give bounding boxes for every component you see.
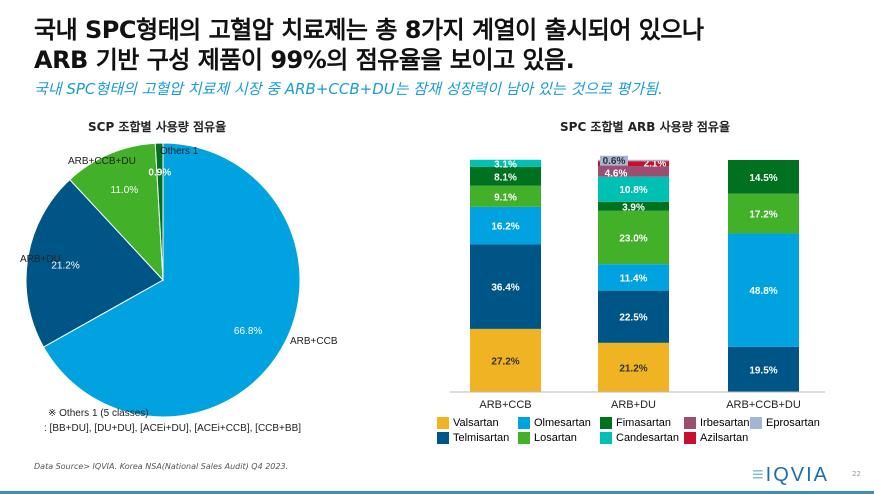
bar-segment-olmesartan [470, 206, 541, 245]
pie-slice-arb-ccb-du [69, 142, 164, 282]
legend-swatch [518, 417, 530, 429]
pie-value-label: 11.0% [111, 185, 139, 196]
bar-segment-irbesartan [598, 166, 669, 177]
pie-slice-arb-ccb [42, 142, 301, 418]
legend-label: Losartan [534, 432, 577, 444]
bar-value-label: 11.4% [620, 273, 648, 284]
pie-chart-title: SCP 조합별 사용량 점유율 [88, 120, 227, 134]
legend-item-fimasartan: Fimasartan [600, 417, 671, 429]
legend-swatch [600, 417, 612, 429]
legend-item-valsartan: Valsartan [437, 417, 499, 429]
bar-chart-title: SPC 조합별 ARB 사용량 점유율 [560, 120, 730, 134]
bar-value-label: 8.1% [494, 172, 517, 183]
legend-label: Eprosartan [766, 417, 820, 429]
pie-slice-arb-du [25, 178, 164, 348]
legend-swatch [437, 417, 449, 429]
bar-segment-fimasartan [598, 201, 669, 211]
legend-label: Valsartan [453, 417, 499, 429]
bar-segment-valsartan [470, 328, 541, 392]
legend-swatch [437, 432, 449, 444]
bar-segment-losartan [728, 193, 799, 234]
note-line-2: : [BB+DU], [DU+DU], [ACEi+DU], [ACEi+CCB… [44, 423, 302, 434]
bar-segment-losartan [598, 210, 669, 265]
bar-segment-telmisartan [598, 290, 669, 343]
bar-value-label: 2.1% [644, 159, 667, 170]
bar-value-label: 36.4% [491, 283, 519, 294]
note-line-1: ※ Others 1 (5 classes) [48, 408, 149, 419]
page-number: 22 [852, 470, 861, 478]
legend-swatch [518, 432, 530, 444]
bar-segment-eprosartan [598, 159, 669, 162]
bar-value-label: 27.2% [491, 356, 519, 367]
bar-segment-valsartan [598, 342, 669, 392]
bar-segment-olmesartan [598, 264, 669, 291]
bar-segment-fimasartan [728, 160, 799, 194]
bar-segment-azilsartan [598, 161, 669, 167]
legend-swatch [684, 432, 696, 444]
pie-label-arb-ccb: ARB+CCB [290, 336, 338, 347]
bar-segment-candesartan [470, 159, 541, 167]
bar-value-label: 3.9% [622, 202, 645, 213]
bar-segment-eprosartan-label-bg [600, 155, 628, 166]
bar-value-label: 10.8% [619, 185, 647, 196]
legend-item-eprosartan: Eprosartan [750, 417, 820, 429]
bar-value-label: 21.2% [619, 363, 647, 374]
bar-value-label: 14.5% [749, 173, 777, 184]
bar-segment-telmisartan [470, 244, 541, 329]
x-tick-label: ARB+DU [611, 399, 656, 411]
legend-item-irbesartan: Irbesartan [684, 417, 750, 429]
legend-item-candesartan: Candesartan [600, 432, 679, 444]
bar-value-label: 19.5% [749, 365, 777, 376]
legend-item-telmisartan: Telmisartan [437, 432, 509, 444]
bar-value-label: 48.8% [749, 286, 777, 297]
legend-swatch [600, 432, 612, 444]
legend-label: Irbesartan [700, 417, 750, 429]
legend-label: Fimasartan [616, 417, 672, 429]
bar-segment-telmisartan [728, 346, 799, 392]
legend-swatch [750, 417, 762, 429]
pie-value-label: 21.2% [51, 261, 79, 272]
pie-label-arb-du: ARB+DU [20, 254, 61, 265]
legend-item-losartan: Losartan [518, 432, 577, 444]
bar-segment-fimasartan [470, 166, 541, 186]
x-tick-label: ARB+CCB [479, 399, 531, 411]
pie-label-others: Others 1 [160, 146, 199, 157]
title-line-2: ARB 기반 구성 제품이 99%의 점유율을 보이고 있음. [34, 46, 575, 74]
bar-segment-losartan [470, 185, 541, 207]
bar-value-label: 4.6% [605, 168, 628, 179]
data-source: Data Source> IQVIA. Korea NSA(National S… [34, 462, 289, 471]
legend-label: Telmisartan [453, 432, 510, 444]
legend-label: Azilsartan [700, 432, 749, 444]
bottom-rule [0, 491, 874, 494]
pie-value-label: 0.9% [148, 168, 171, 179]
bar-value-label: 9.1% [494, 192, 517, 203]
bar-value-label: 16.2% [491, 222, 519, 233]
legend-item-azilsartan: Azilsartan [684, 432, 748, 444]
legend-item-olmesartan: Olmesartan [518, 417, 591, 429]
title-line-1: 국내 SPC형태의 고혈압 치료제는 총 8가지 계열이 출시되어 있으나 [34, 16, 704, 44]
subtitle: 국내 SPC형태의 고혈압 치료제 시장 중 ARB+CCB+DU는 잠재 성장… [34, 80, 663, 98]
bar-value-label: 0.6% [603, 156, 626, 167]
bar-value-label: 23.0% [619, 233, 647, 244]
legend-label: Candesartan [616, 432, 679, 444]
x-tick-label: ARB+CCB+DU [726, 399, 801, 411]
bar-value-label: 22.5% [619, 313, 647, 324]
pie-label-arb-ccb-du: ARB+CCB+DU [68, 156, 136, 167]
bar-value-label: 3.1% [494, 159, 517, 170]
iqvia-logo: ≡IQVIA [752, 464, 830, 486]
bar-segment-olmesartan [728, 233, 799, 347]
legend-swatch [684, 417, 696, 429]
pie-slice-others-1 [154, 142, 164, 281]
bar-value-label: 17.2% [749, 210, 777, 221]
pie-value-label: 66.8% [234, 326, 262, 337]
legend-label: Olmesartan [534, 417, 591, 429]
bar-segment-candesartan [598, 176, 669, 202]
